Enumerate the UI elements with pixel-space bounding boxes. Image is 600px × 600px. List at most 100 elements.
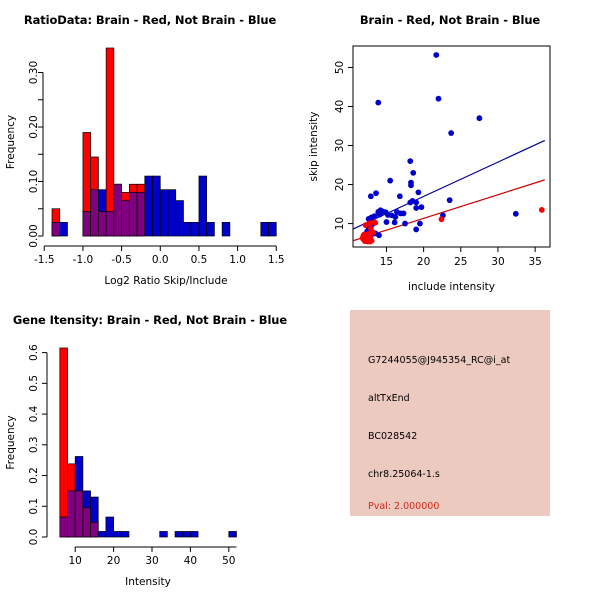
x-axis-title: Intensity [125,576,171,588]
histogram-bar [175,200,184,237]
x-tick-label: 35 [528,256,541,268]
x-tick-label: 30 [145,555,158,567]
x-tick-label: 10 [69,555,82,567]
scatter-point [476,115,483,122]
scatter-point [438,216,445,223]
scatter-point [400,210,407,217]
scatter-point [417,220,423,227]
histogram-bar-overlap [82,211,92,237]
x-axis-title: include intensity [408,281,495,293]
y-tick-label: 0.4 [28,405,40,422]
histogram-bar-overlap [90,189,99,237]
x-tick-label: 50 [222,555,235,567]
scatter-point [448,130,455,136]
y-tick-label: 0.0 [28,529,40,546]
scatter-point [362,222,369,229]
histogram-bar [144,175,153,237]
gene-axes [42,352,237,552]
x-tick-label: 0.0 [152,254,169,266]
panel-gene-info: G7244055@J945354_RC@i_at altTxEnd BC0285… [300,300,600,600]
histogram-bar [159,531,168,538]
histogram-bar [221,222,231,237]
histogram-bar-overlap [67,490,76,538]
scatter-point [413,205,420,211]
histogram-bar-overlap [136,192,146,237]
gene-bars-group [59,347,237,538]
histogram-bar [260,222,269,237]
scatter-content [353,52,546,245]
x-tick-label: 15 [380,256,393,268]
y-tick-label: 0.10 [28,170,40,193]
scatter-point [413,226,420,233]
scatter-point [387,177,394,184]
histogram-bar-overlap [82,507,91,538]
gene-intensity-histogram-plot: 0.0 0.1 0.2 0.3 0.4 0.5 0.6 10 20 30 40 50 Intensity… [5,344,237,588]
x-tick-label: 1.5 [268,254,285,266]
scatter-point [373,190,379,197]
histogram-bar [159,189,169,237]
histogram-bar [167,189,177,237]
scatter-axes [348,66,536,252]
ratio-histogram-title: RatioData: Brain - Red, Not Brain - Blue [23,13,277,27]
y-axis-title: Frequency [5,115,17,169]
scatter-point [383,219,390,225]
histogram-bar-overlap [74,490,84,538]
gene-probe-id: G7244055@J945354_RC@i_at [368,355,511,366]
scatter-title: Brain - Red, Not Brain - Blue [359,13,541,27]
x-tick-label: 20 [417,256,430,268]
histogram-bar [190,222,200,237]
scatter-point [370,229,376,236]
panel-ratio-histogram: RatioData: Brain - Red, Not Brain - Blue… [0,0,300,300]
y-tick-label: 0.30 [28,61,40,84]
histogram-bar [198,175,208,237]
y-tick-label: 40 [334,100,346,113]
plot-frame [352,45,551,248]
scatter-point [367,220,373,227]
histogram-bar [183,222,192,237]
histogram-bar [182,531,191,538]
y-tick-label: 30 [334,139,346,152]
histogram-bar [97,531,107,538]
x-tick-label: 1.0 [229,254,246,266]
x-tick-label: 20 [107,555,120,567]
histogram-bar-overlap [90,521,99,538]
scatter-point [433,52,440,58]
x-tick-label: -1.0 [73,254,94,266]
y-tick-label: 20 [334,178,346,191]
regression-line [353,179,545,242]
x-tick-label: 25 [454,256,467,268]
y-tick-label: 50 [334,61,346,74]
scatter-point [402,220,408,227]
scatter-point [512,210,519,217]
histogram-bar [228,531,237,538]
scatter-point [435,95,442,102]
scatter-point [375,99,382,106]
histogram-bar-overlap [51,222,61,237]
histogram-bar-overlap [105,211,115,237]
scatter-point [376,211,383,218]
scatter-point [407,158,414,165]
y-tick-label: 0.20 [28,115,40,138]
scatter-point [365,230,372,237]
scatter-point [367,193,374,200]
scatter-point [408,182,414,189]
y-tick-label: 0.3 [28,436,40,453]
panel-gene-intensity-histogram: Gene Itensity: Brain - Red, Not Brain - … [0,300,300,600]
y-tick-label: 0.5 [28,375,40,392]
histogram-bar-overlap [113,183,122,237]
x-axis-title: Log2 Ratio Skip/Include [104,275,227,287]
y-tick-label: 0.6 [28,344,40,361]
x-tick-label: -1.5 [34,254,55,266]
histogram-bar [206,222,215,237]
histogram-bar [113,531,122,538]
x-tick-label: -0.5 [111,254,132,266]
x-tick-label: 30 [491,256,504,268]
y-axis-title: Frequency [5,415,17,469]
y-tick-label: 0.2 [28,467,40,484]
scatter-point [367,238,373,245]
histogram-bar [59,222,68,237]
y-tick-label: 0.1 [28,498,40,515]
scatter-point [410,169,417,176]
y-tick-label: 0.00 [28,224,40,247]
scatter-point [360,232,367,239]
